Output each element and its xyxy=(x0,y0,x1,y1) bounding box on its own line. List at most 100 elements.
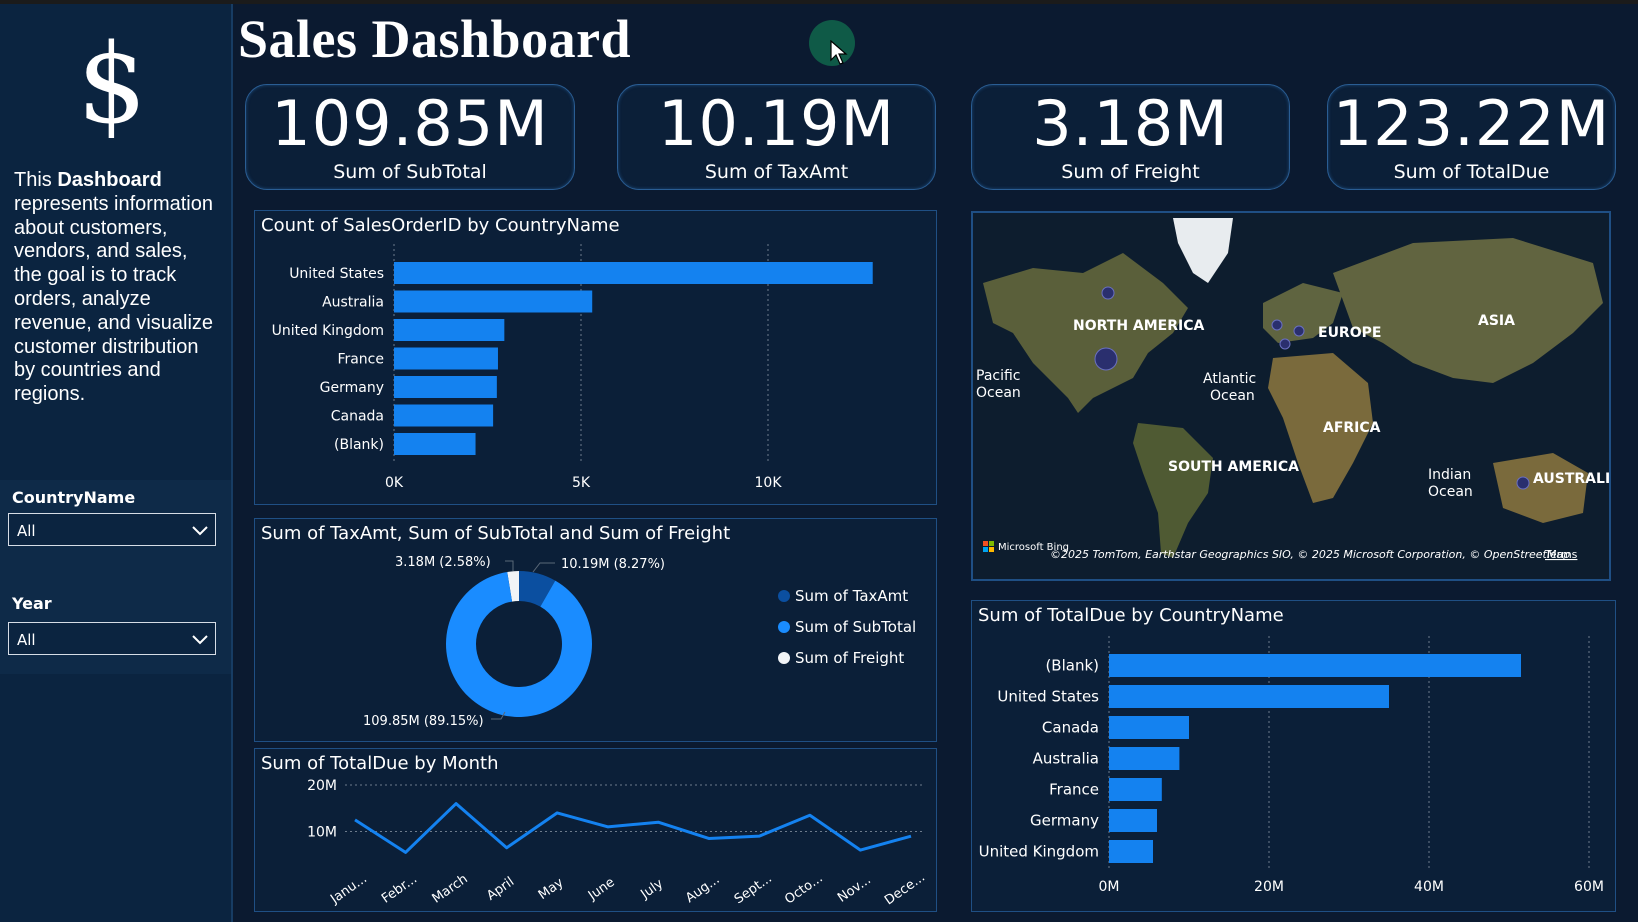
map-bubble-germany[interactable] xyxy=(1293,325,1305,337)
map-label-indian: Indian xyxy=(1428,467,1471,483)
mouse-cursor-icon xyxy=(830,40,848,65)
bar xyxy=(1109,685,1389,708)
bar xyxy=(1109,716,1189,739)
bar xyxy=(1109,809,1157,832)
bar xyxy=(1109,840,1153,863)
country-filter-dropdown[interactable]: All xyxy=(8,513,216,546)
map-label-pacific: Pacific xyxy=(976,368,1021,384)
bar xyxy=(1109,747,1180,770)
kpi-value: 3.18M xyxy=(1032,87,1229,160)
x-tick-label: 60M xyxy=(1574,879,1604,895)
map-bubble-canada[interactable] xyxy=(1101,286,1115,300)
country-filter-label: CountryName xyxy=(12,488,136,507)
x-tick-label: Nov... xyxy=(835,872,874,905)
page-title: Sales Dashboard xyxy=(238,9,632,69)
category-label: United States xyxy=(997,688,1099,706)
x-tick-label: 20M xyxy=(1254,879,1284,895)
category-label: United States xyxy=(289,266,384,282)
slice-label-freight: 3.18M (2.58%) xyxy=(395,555,491,570)
leader-line xyxy=(505,560,514,571)
category-label: United Kingdom xyxy=(979,843,1099,861)
kpi-card-subtotal[interactable]: 109.85M Sum of SubTotal xyxy=(245,84,575,190)
legend-marker xyxy=(778,652,790,664)
category-label: France xyxy=(337,352,384,368)
microsoft-logo-icon-part xyxy=(989,547,994,552)
orders-by-country-panel[interactable]: Count of SalesOrderID by CountryName 0K 5… xyxy=(254,210,937,505)
kpi-card-totaldue[interactable]: 123.22M Sum of TotalDue xyxy=(1327,84,1616,190)
kpi-card-freight[interactable]: 3.18M Sum of Freight xyxy=(971,84,1290,190)
category-label: France xyxy=(1049,781,1099,799)
category-label: Germany xyxy=(320,380,384,396)
x-tick-label: Sept... xyxy=(732,871,775,907)
category-label: Canada xyxy=(331,409,384,425)
x-tick-label: 10K xyxy=(755,475,783,491)
map-bubble-france[interactable] xyxy=(1279,338,1291,350)
bar xyxy=(394,290,593,313)
totaldue-by-country-panel[interactable]: Sum of TotalDue by CountryName 0M 20M 40M 6… xyxy=(971,600,1616,912)
category-label: (Blank) xyxy=(1045,657,1099,675)
map-label-pacific-ocean: Ocean xyxy=(976,385,1021,401)
map-terms-link[interactable]: Terms xyxy=(1544,548,1578,561)
donut-slice xyxy=(519,571,556,607)
x-tick-label: Octo... xyxy=(782,871,826,908)
bar xyxy=(1109,778,1162,801)
north-america-landmass xyxy=(983,253,1188,413)
map-bubble-united-states[interactable] xyxy=(1094,347,1118,371)
x-tick-label: 40M xyxy=(1414,879,1444,895)
sidebar: $ This Dashboard represents information … xyxy=(0,4,233,922)
kpi-value: 123.22M xyxy=(1332,87,1611,160)
bar xyxy=(1109,654,1521,677)
window-top-border xyxy=(0,0,1638,4)
amounts-donut-panel[interactable]: Sum of TaxAmt, Sum of SubTotal and Sum o… xyxy=(254,518,937,742)
microsoft-logo-icon-part xyxy=(983,547,988,552)
y-tick-label: 10M xyxy=(307,825,337,841)
y-tick-label: 20M xyxy=(307,778,337,794)
year-filter-label: Year xyxy=(12,594,52,613)
legend-marker xyxy=(778,621,790,633)
donut-slice xyxy=(507,571,519,602)
map-label-australia: AUSTRALIA xyxy=(1533,471,1611,487)
x-tick-label: June xyxy=(585,875,618,904)
chevron-down-icon xyxy=(192,526,208,536)
kpi-card-taxamt[interactable]: 10.19M Sum of TaxAmt xyxy=(617,84,936,190)
world-map[interactable]: NORTH AMERICA EUROPE ASIA Pacific Ocean … xyxy=(971,211,1611,581)
africa-landmass xyxy=(1268,353,1373,503)
x-tick-label: May xyxy=(536,875,567,903)
category-label: Australia xyxy=(322,295,384,311)
slice-label-taxamt: 10.19M (8.27%) xyxy=(561,557,665,572)
kpi-label: Sum of SubTotal xyxy=(333,161,487,183)
map-bubble-australia[interactable] xyxy=(1516,476,1530,490)
map-bubble-united-kingdom[interactable] xyxy=(1271,319,1283,331)
map-label-south-america: SOUTH AMERICA xyxy=(1168,459,1299,475)
kpi-value: 109.85M xyxy=(271,87,549,160)
map-logo-text: Microsoft Bing xyxy=(998,542,1069,553)
bar xyxy=(394,404,494,427)
dollar-logo-icon: $ xyxy=(77,20,147,148)
map-label-europe: EUROPE xyxy=(1318,325,1381,341)
year-filter-dropdown[interactable]: All xyxy=(8,622,216,655)
map-label-north-america: NORTH AMERICA xyxy=(1073,318,1205,334)
x-tick-label: Janu... xyxy=(327,871,370,907)
map-label-indian-ocean: Ocean xyxy=(1428,484,1473,500)
category-label: Germany xyxy=(1030,812,1099,830)
description-prefix: This xyxy=(14,169,58,191)
category-label: United Kingdom xyxy=(272,323,384,339)
kpi-label: Sum of TaxAmt xyxy=(704,161,849,183)
category-label: Canada xyxy=(1042,719,1099,737)
totaldue-by-month-panel[interactable]: Sum of TotalDue by Month 20M 10M Janu... Fe… xyxy=(254,748,937,912)
chart-title: Sum of TotalDue by Month xyxy=(261,753,499,774)
map-label-asia: ASIA xyxy=(1478,313,1515,329)
description-text: represents information about customers, … xyxy=(14,192,214,406)
slice-label-subtotal: 109.85M (89.15%) xyxy=(363,714,484,729)
orders-by-country-chart: 0K 5K 10K United States Australia United King… xyxy=(272,244,873,491)
microsoft-logo-icon xyxy=(983,541,988,546)
x-tick-label: 5K xyxy=(572,475,591,491)
map-label-atlantic: Atlantic xyxy=(1203,371,1256,387)
totaldue-by-country-chart: 0M 20M 40M 60M (Blank) United States Canada Aus… xyxy=(979,636,1604,895)
x-tick-label: Aug... xyxy=(683,872,723,906)
bar xyxy=(394,433,476,455)
kpi-label: Sum of Freight xyxy=(1061,161,1200,183)
donut-slice xyxy=(446,571,592,717)
dashboard-description: This Dashboard represents information ab… xyxy=(14,169,219,407)
map-label-atlantic-ocean: Ocean xyxy=(1210,388,1255,404)
